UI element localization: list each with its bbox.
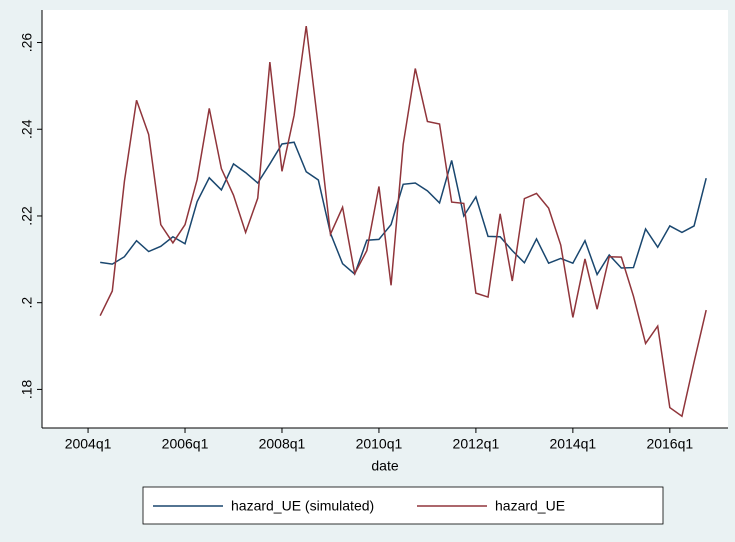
legend — [142, 486, 664, 525]
plot-area — [42, 10, 728, 428]
x-tick-label: 2014q1 — [550, 436, 597, 452]
y-tick-label: .2 — [19, 297, 35, 309]
x-tick-label: 2012q1 — [453, 436, 500, 452]
x-tick-label: 2010q1 — [356, 436, 403, 452]
y-tick-label: .18 — [19, 379, 35, 399]
line — [99, 25, 707, 418]
legend-label: hazard_UE (simulated) — [231, 498, 374, 514]
x-axis-label: date — [371, 458, 398, 474]
y-tick-label: .24 — [19, 119, 35, 139]
x-tick-label: 2016q1 — [646, 436, 693, 452]
y-tick-label: .22 — [19, 206, 35, 226]
legend-label: hazard_UE — [495, 498, 565, 514]
x-tick-label: 2004q1 — [65, 436, 112, 452]
y-tick-label: .26 — [19, 33, 35, 53]
line — [100, 141, 707, 277]
x-tick-label: 2006q1 — [162, 436, 209, 452]
x-tick-label: 2008q1 — [259, 436, 306, 452]
